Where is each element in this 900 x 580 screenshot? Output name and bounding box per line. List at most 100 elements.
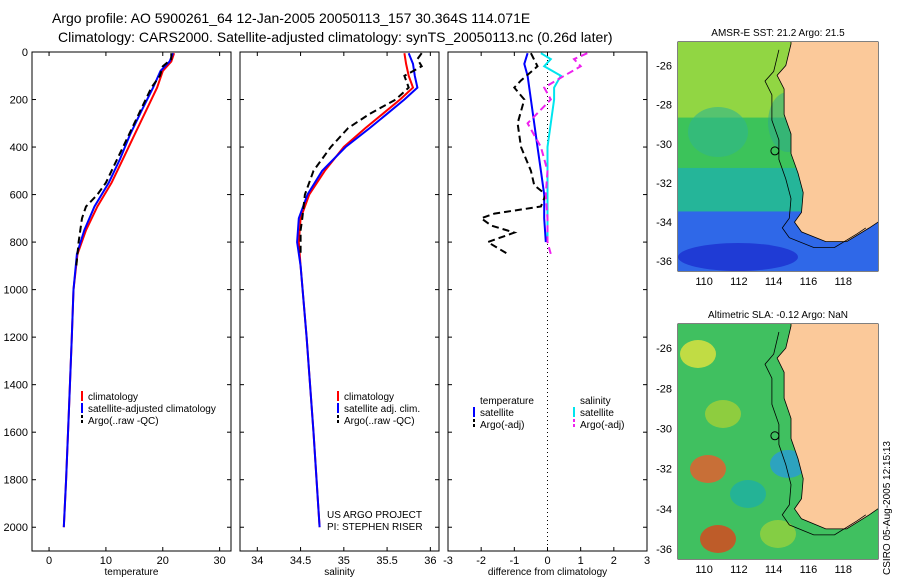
y-tick-label: 1200 [4, 332, 28, 344]
map-x-tick-label: 118 [834, 564, 852, 576]
map-0-field [678, 42, 878, 271]
x-tick-label: 0 [46, 555, 52, 567]
map-y-tick-label: -28 [656, 100, 672, 112]
x-tick-label: 36 [424, 555, 436, 567]
x-tick-label: 10 [100, 555, 112, 567]
x-tick-label: 34.5 [290, 555, 311, 567]
x-tick-label: -3 [443, 555, 453, 567]
land-mass [776, 324, 878, 530]
series-line-temperature-satellite [523, 52, 547, 243]
map-title: AMSR-E SST: 21.2 Argo: 21.5 [711, 28, 845, 39]
eddy [688, 107, 748, 157]
panel-1-frame [239, 51, 440, 552]
x-tick-label: -1 [509, 555, 519, 567]
x-tick-label: 35 [338, 555, 350, 567]
map-x-tick-label: 116 [800, 564, 818, 576]
legend-label: Argo(-adj) [480, 420, 524, 431]
sla-anomaly-blob [690, 455, 726, 483]
map-x-tick-label: 116 [800, 276, 818, 288]
x-tick-label: 35.5 [376, 555, 397, 567]
legend-title-temperature: temperature [480, 396, 534, 407]
y-tick-label: 2000 [4, 522, 28, 534]
series-line-salinity-argo-adj- [526, 52, 588, 255]
y-tick-label: 1400 [4, 380, 28, 392]
x-tick-label: -2 [476, 555, 486, 567]
map-y-tick-label: -34 [656, 504, 672, 516]
map-1-field [678, 324, 878, 559]
legend-label: satellite adj. clim. [344, 404, 420, 415]
map-y-tick-label: -36 [656, 256, 672, 268]
series-line-temperature-argo-adj- [479, 52, 548, 255]
map-x-tick-label: 112 [730, 276, 748, 288]
legend-label: Argo(..raw -QC) [88, 416, 159, 427]
series-line-salinity-satellite [540, 52, 563, 243]
project-annotation: US ARGO PROJECT [327, 510, 422, 521]
map-x-tick-label: 112 [730, 564, 748, 576]
legend-label: satellite [480, 408, 514, 419]
map-y-tick-label: -32 [656, 178, 672, 190]
y-tick-label: 1000 [4, 285, 28, 297]
map-y-tick-label: -30 [656, 139, 672, 151]
series-line-argo-raw-qc- [75, 53, 173, 267]
plot-title-line1: Argo profile: AO 5900261_64 12-Jan-2005 … [52, 10, 531, 26]
map-y-tick-label: -28 [656, 383, 672, 395]
y-tick-label: 200 [10, 95, 28, 107]
x-tick-label: 20 [157, 555, 169, 567]
map-y-tick-label: -32 [656, 464, 672, 476]
x-tick-label: 1 [578, 555, 584, 567]
map-x-tick-label: 110 [695, 564, 713, 576]
legend-label: satellite [580, 408, 614, 419]
x-tick-label: 3 [644, 555, 650, 567]
legend-label: climatology [88, 392, 138, 403]
map-title: Altimetric SLA: -0.12 Argo: NaN [708, 310, 848, 321]
y-tick-label: 1800 [4, 475, 28, 487]
x-tick-label: 30 [214, 555, 226, 567]
map-y-tick-label: -26 [656, 60, 672, 72]
map-x-tick-label: 118 [834, 276, 852, 288]
series-line-satellite-adj-clim- [296, 52, 419, 528]
isobath-line [764, 331, 867, 536]
isobath-line [764, 49, 867, 248]
sla-anomaly-blob [680, 340, 716, 368]
argo-location-marker [770, 146, 780, 156]
map-x-tick-label: 110 [695, 276, 713, 288]
map-y-tick-label: -34 [656, 217, 672, 229]
legend-label: climatology [344, 392, 394, 403]
y-tick-label: 1600 [4, 427, 28, 439]
timestamp-stamp: CSIRO 05-Aug-2005 12:15:13 [882, 441, 893, 575]
legend-label: satellite-adjusted climatology [88, 404, 216, 415]
argo-location-marker [770, 431, 780, 441]
legend-label: Argo(..raw -QC) [344, 416, 415, 427]
sla-anomaly-blob [700, 525, 736, 553]
x-tick-label: 34 [251, 555, 263, 567]
map-y-tick-label: -30 [656, 423, 672, 435]
sla-anomaly-blob [705, 400, 741, 428]
y-tick-label: 800 [10, 237, 28, 249]
x-axis-label: salinity [324, 567, 355, 578]
land-mass [776, 42, 878, 243]
series-line-argo-raw-qc- [299, 52, 424, 254]
map-y-tick-label: -26 [656, 343, 672, 355]
series-line-satellite-adjusted-climatology [62, 52, 174, 528]
legend-title-salinity: salinity [580, 396, 611, 407]
sla-anomaly-blob [760, 520, 796, 548]
map-y-tick-label: -36 [656, 544, 672, 556]
x-axis-label: difference from climatology [488, 567, 607, 578]
sla-anomaly-blob [730, 480, 766, 508]
legend-label: Argo(-adj) [580, 420, 624, 431]
y-tick-label: 400 [10, 142, 28, 154]
x-axis-label: temperature [105, 567, 159, 578]
sla-anomaly-blob [770, 450, 806, 478]
y-tick-label: 600 [10, 190, 28, 202]
panel-0-frame [31, 51, 232, 552]
x-tick-label: 0 [544, 555, 550, 567]
plot-title-line2: Climatology: CARS2000. Satellite-adjuste… [58, 29, 613, 45]
x-tick-label: 2 [611, 555, 617, 567]
y-tick-label: 0 [22, 47, 28, 59]
project-annotation: PI: STEPHEN RISER [327, 522, 423, 533]
series-line-climatology [62, 52, 176, 528]
eddy [678, 243, 798, 271]
map-x-tick-label: 114 [765, 564, 783, 576]
map-x-tick-label: 114 [765, 276, 783, 288]
